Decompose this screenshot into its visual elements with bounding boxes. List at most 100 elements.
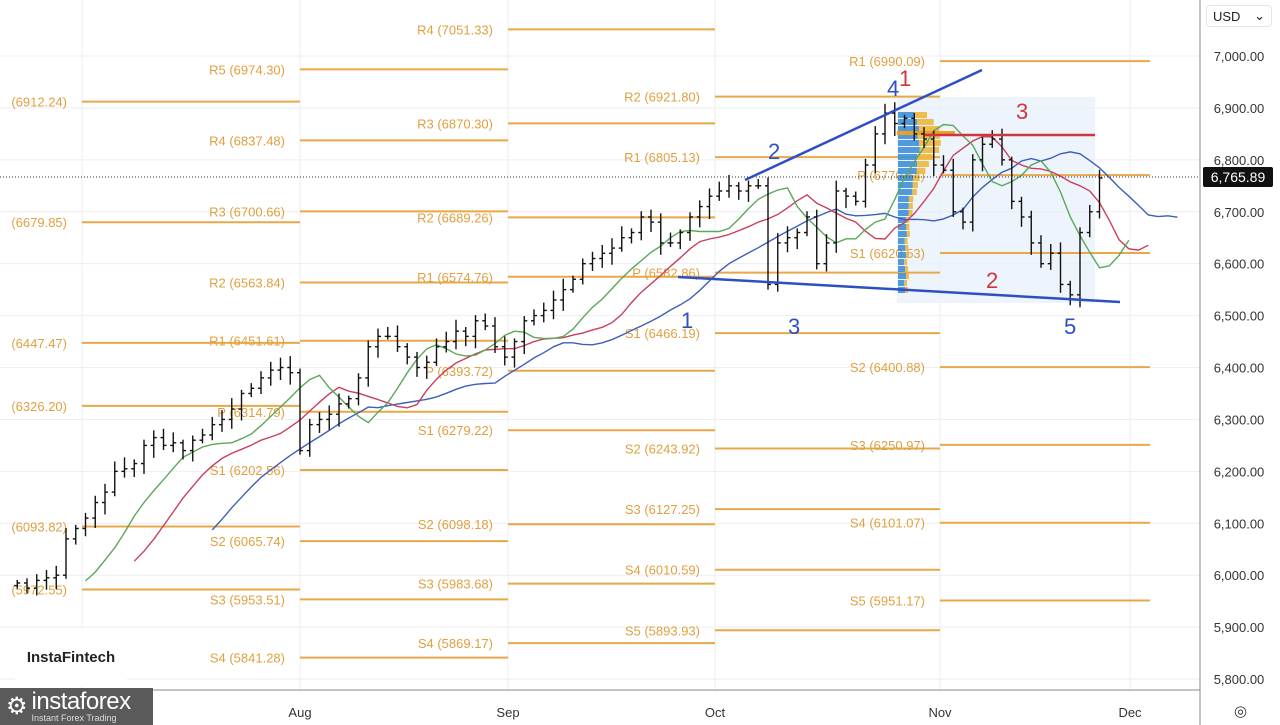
ohlc-bar — [657, 213, 664, 255]
price-tick-label: 6,300.00 — [1214, 412, 1265, 427]
ohlc-bar — [336, 393, 342, 427]
ohlc-bar — [355, 373, 362, 406]
ohlc-bar — [930, 130, 937, 176]
pivot-label: S3 (6127.25) — [625, 502, 700, 517]
pivot-label: R3 (6700.66) — [209, 204, 285, 219]
month-label: Oct — [705, 705, 726, 720]
profile-bar-blue — [898, 175, 914, 181]
ohlc-bar — [482, 313, 489, 331]
volume-profile — [897, 112, 955, 293]
ohlc-bar — [394, 325, 401, 352]
profile-bar-blue — [898, 273, 907, 279]
ohlc-bar — [141, 439, 147, 474]
time-axis[interactable]: Aug Sep Oct Nov Dec — [288, 705, 1142, 720]
pivot-label: R1 (6451.61) — [209, 334, 285, 349]
pivot-label: S2 (6243.92) — [625, 442, 700, 457]
ohlc-bar — [150, 430, 157, 458]
profile-bar-yellow — [917, 161, 929, 167]
price-tick-label: 5,800.00 — [1214, 672, 1265, 687]
ohlc-bar — [384, 327, 391, 340]
pivot-label: S1 (6279.22) — [418, 423, 493, 438]
ohlc-bar — [609, 238, 615, 265]
ohlc-bar — [53, 565, 60, 590]
pivot-label: S2 (6400.88) — [850, 360, 925, 375]
ohlc-bar — [540, 302, 547, 323]
ohlc-bar — [248, 383, 255, 398]
ohlc-bar — [638, 211, 645, 241]
profile-bar-yellow — [919, 126, 940, 132]
pivot-label: S4 (6101.07) — [850, 516, 925, 531]
ohlc-bar — [1038, 235, 1044, 268]
ohlc-bar — [911, 113, 918, 141]
ohlc-bar — [531, 309, 537, 326]
pivot-label: R2 (6921.80) — [624, 90, 700, 105]
pivot-label: (6447.47) — [11, 336, 67, 351]
instaforex-tagline: Instant Forex Trading — [31, 712, 117, 723]
profile-bar-blue — [898, 189, 913, 195]
ohlc-bar — [794, 228, 801, 250]
pivot-label: R2 (6689.26) — [417, 210, 493, 225]
ohlc-bar — [979, 136, 986, 172]
ohlc-bar — [667, 232, 674, 248]
ohlc-bar — [891, 102, 898, 136]
wave-label-blue-5: 5 — [1064, 314, 1076, 339]
ohlc-bar — [287, 356, 294, 385]
alligator-lips-line — [85, 123, 1130, 582]
ohlc-bar — [599, 244, 606, 268]
ohlc-bar — [550, 290, 557, 320]
ohlc-bar — [872, 126, 879, 174]
ohlc-bar — [784, 226, 791, 253]
profile-bar-blue — [898, 154, 918, 160]
ohlc-bar — [189, 435, 196, 462]
profile-bar-blue — [898, 182, 913, 188]
ohlc-bar — [267, 361, 274, 386]
profile-bar-blue — [898, 217, 906, 223]
ohlc-bar — [589, 251, 596, 271]
month-label: Aug — [288, 705, 311, 720]
month-label: Nov — [928, 705, 952, 720]
profile-bar-blue — [898, 224, 907, 230]
upper-trendline[interactable] — [744, 68, 983, 182]
poc-bar — [897, 131, 955, 135]
ohlc-bar — [755, 179, 762, 189]
profile-bar-yellow — [906, 273, 910, 279]
pivot-label: R1 (6574.76) — [417, 270, 493, 285]
ohlc-bar — [180, 439, 186, 460]
profile-bar-yellow — [904, 280, 908, 286]
chevron-down-icon: ⌄ — [1254, 8, 1265, 23]
settings-icon[interactable]: ◎ — [1234, 703, 1248, 720]
profile-bar-blue — [898, 280, 905, 286]
ohlc-bar — [628, 228, 635, 244]
ohlc-bar — [228, 398, 235, 429]
instafintech-logo: InstaFintech — [15, 628, 127, 686]
pivot-label: S1 (6620.53) — [850, 246, 925, 261]
profile-bar-blue — [898, 147, 920, 153]
ohlc-bar — [570, 275, 576, 293]
price-tick-label: 6,000.00 — [1214, 568, 1265, 583]
ohlc-bar — [1028, 210, 1035, 255]
lower-trendline[interactable] — [677, 275, 1121, 304]
month-label: Sep — [496, 705, 519, 720]
ohlc-bar — [453, 319, 459, 350]
ohlc-bar — [677, 229, 684, 250]
ohlc-bar — [921, 127, 927, 148]
ohlc-bar — [969, 154, 976, 232]
profile-bar-yellow — [906, 231, 910, 237]
ohlc-bar — [316, 412, 323, 433]
profile-bar-yellow — [905, 266, 909, 272]
pivot-label: R5 (6974.30) — [209, 62, 285, 77]
ohlc-bar — [297, 368, 303, 455]
currency-selector[interactable]: USD ⌄ — [1206, 5, 1272, 27]
ohlc-bar — [1086, 205, 1093, 238]
profile-bar-blue — [898, 203, 909, 209]
profile-bar-yellow — [904, 259, 908, 265]
price-axis[interactable]: 7,000.00 6,900.00 6,800.00 6,700.00 6,600.00… — [1214, 49, 1265, 687]
profile-bar-yellow — [908, 196, 914, 202]
ohlc-bar — [462, 327, 469, 347]
ohlc-bar — [131, 459, 138, 478]
ohlc-bar — [852, 191, 859, 206]
price-tick-label: 6,400.00 — [1214, 361, 1265, 376]
ohlc-bar — [696, 200, 703, 228]
ohlc-bar — [1047, 243, 1054, 270]
